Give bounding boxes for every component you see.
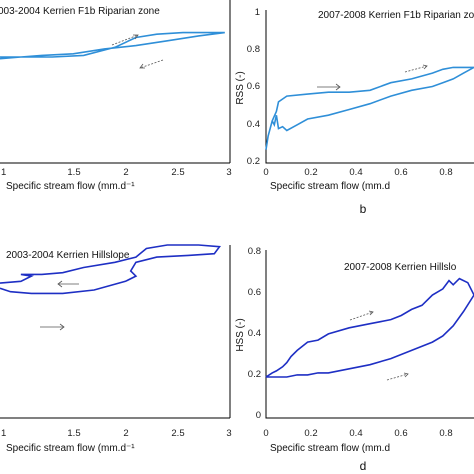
panel-top-left: 003-2004 Kerrien F1b Riparian zone 1 1.5…: [0, 0, 232, 192]
arrow-upper: [349, 310, 374, 321]
series-line: [265, 277, 474, 378]
x-axis-label: Specific stream flow (mm.d⁻¹: [6, 443, 135, 454]
y-tick-label: 0: [256, 410, 261, 421]
x-axis-label: Specific stream flow (mm.d: [270, 181, 390, 192]
y-tick-label: 0.6: [247, 81, 260, 92]
x-tick-label: 3: [226, 428, 231, 439]
axes: [265, 10, 474, 164]
x-tick-label: 0.2: [304, 167, 317, 178]
x-tick-label: 0.6: [394, 167, 407, 178]
chart-title: 003-2004 Kerrien F1b Riparian zone: [0, 6, 160, 17]
x-tick-label: 0: [263, 428, 268, 439]
series-line: [265, 66, 474, 150]
x-tick-label: 0.6: [394, 428, 407, 439]
x-tick-label: 0.4: [349, 167, 362, 178]
x-tick-label: 3: [226, 167, 231, 178]
panel-top-right: 2007-2008 Kerrien F1b Riparian zo 1 0.8 …: [235, 7, 474, 216]
y-tick-label: 0.4: [248, 328, 261, 339]
arrow-upper: [317, 83, 341, 91]
series-line: [0, 244, 222, 295]
arrow-lower: [404, 64, 428, 73]
arrow-upper: [111, 34, 139, 46]
x-tick-label: 0.2: [304, 428, 317, 439]
y-tick-label: 1: [255, 7, 260, 18]
y-axis-label: HSS (-): [235, 318, 246, 351]
x-axis-label: Specific stream flow (mm.d: [270, 443, 390, 454]
x-tick-label: 1.5: [67, 167, 80, 178]
y-axis-label: RSS (-): [235, 71, 246, 104]
arrow-lower: [40, 323, 65, 331]
arrow-lower: [386, 372, 409, 381]
panel-label: d: [360, 459, 367, 473]
x-tick-label: 0.4: [349, 428, 362, 439]
chart-title: 2007-2008 Kerrien Hillslo: [344, 262, 457, 273]
axes: [265, 250, 474, 419]
y-tick-label: 0.4: [247, 119, 260, 130]
x-tick-label: 0: [263, 167, 268, 178]
x-tick-label: 2: [123, 428, 128, 439]
y-tick-label: 0.8: [248, 246, 261, 257]
y-tick-label: 0.8: [247, 44, 260, 55]
panel-bottom-right: 2007-2008 Kerrien Hillslo 0.8 0.6 0.4 0.…: [235, 246, 474, 473]
x-tick-label: 1: [1, 167, 6, 178]
x-tick-label: 0.8: [439, 428, 452, 439]
x-tick-label: 2.5: [171, 428, 184, 439]
y-tick-label: 0.2: [248, 369, 261, 380]
panel-label: b: [360, 202, 367, 216]
chart-title: 2003-2004 Kerrien Hillslope: [6, 250, 130, 261]
y-tick-label: 0.6: [248, 287, 261, 298]
y-tick-label: 0.2: [247, 156, 260, 167]
x-tick-label: 1: [1, 428, 6, 439]
chart-title: 2007-2008 Kerrien F1b Riparian zo: [318, 10, 474, 21]
x-tick-label: 0.8: [439, 167, 452, 178]
x-tick-label: 2.5: [171, 167, 184, 178]
x-tick-label: 1.5: [67, 428, 80, 439]
series-line: [0, 31, 225, 60]
x-axis-label: Specific stream flow (mm.d⁻¹: [6, 181, 135, 192]
arrow-lower: [139, 59, 164, 69]
arrow-upper: [57, 280, 79, 288]
panel-bottom-left: 2003-2004 Kerrien Hillslope 1 1.5 2 2.5 …: [0, 244, 232, 454]
x-tick-label: 2: [123, 167, 128, 178]
